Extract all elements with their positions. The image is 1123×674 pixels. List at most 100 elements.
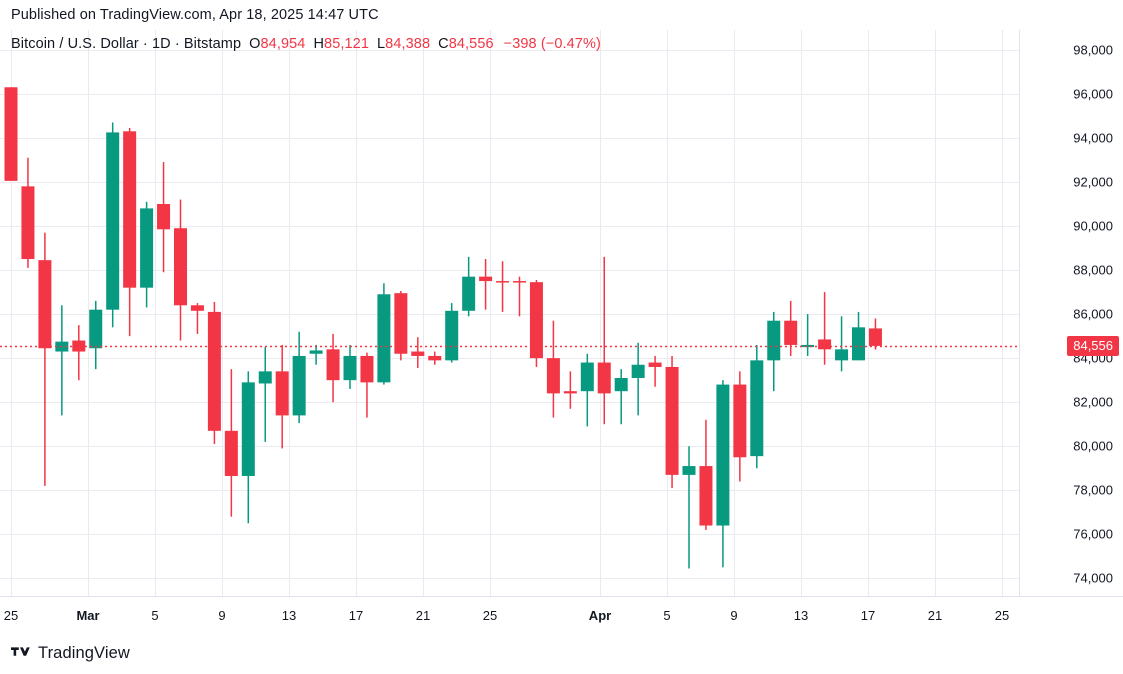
candle (21, 157, 35, 268)
candle-body (462, 276, 476, 311)
candle (428, 351, 442, 365)
candle (479, 259, 493, 310)
candle-body (665, 366, 679, 475)
candle (767, 311, 781, 392)
time-tick-label: 13 (281, 608, 297, 623)
candle (106, 122, 120, 328)
candle-body (868, 328, 882, 346)
candle-body (597, 362, 611, 394)
candle-body (275, 371, 289, 416)
candle (72, 325, 86, 381)
candle (631, 342, 645, 416)
candle (784, 300, 798, 356)
candle-body (394, 293, 408, 354)
price-tick-label: 94,000 (1073, 130, 1113, 146)
price-tick-label: 98,000 (1073, 42, 1113, 58)
candle-body (72, 340, 86, 352)
candle-body (631, 364, 645, 378)
candle (801, 314, 815, 356)
candle-body (190, 305, 204, 311)
legend-low: L84,388 (377, 36, 430, 52)
candle (343, 344, 357, 389)
candle-wick (366, 352, 368, 418)
price-tick-label: 96,000 (1073, 86, 1113, 102)
candle (563, 371, 577, 409)
candle-body (428, 355, 442, 361)
legend-close-value: 84,556 (448, 36, 494, 52)
candle-wick (603, 256, 605, 425)
price-tick-label: 80,000 (1073, 438, 1113, 454)
candle (733, 371, 747, 482)
legend-high: H85,121 (313, 36, 369, 52)
chart-footer: TradingView (0, 632, 1123, 674)
published-text: Published on TradingView.com, Apr 18, 20… (11, 7, 379, 23)
candle (496, 261, 510, 312)
price-tick-label: 92,000 (1073, 174, 1113, 190)
candle (157, 162, 171, 273)
candle-wick (637, 342, 639, 416)
time-tick-label: 5 (663, 608, 671, 623)
candle-body (445, 310, 459, 361)
candle-body (411, 351, 425, 356)
candle-body (835, 349, 849, 361)
candle-wick (806, 314, 809, 356)
time-tick-label: 17 (348, 608, 364, 623)
time-tick-label: Apr (588, 608, 612, 623)
candle-body (818, 339, 832, 350)
candlestick-series (0, 87, 1019, 569)
time-tick-label: Mar (76, 608, 100, 623)
candle (38, 232, 52, 486)
candle-body (309, 350, 323, 354)
candle-body (157, 203, 171, 230)
candle (750, 344, 764, 469)
candle-body (580, 362, 594, 392)
published-banner: Published on TradingView.com, Apr 18, 20… (0, 0, 1123, 30)
price-tick-label: 74,000 (1073, 570, 1113, 586)
chart-legend: Bitcoin / U.S. Dollar · 1D · Bitstamp O8… (11, 36, 601, 52)
price-tick-label: 78,000 (1073, 482, 1113, 498)
candle-body (614, 377, 628, 392)
time-scale[interactable]: 25 Mar 5 9 13 17 21 25 Apr 5 9 13 17 21 25 (0, 596, 1123, 632)
candle-body (258, 371, 272, 384)
candle (818, 292, 832, 365)
candle-body (207, 311, 221, 431)
legend-change: −398 (−0.47%) (503, 36, 601, 52)
time-tick-label: 13 (793, 608, 809, 623)
candle-body (241, 382, 255, 476)
chart-plot-area[interactable] (0, 30, 1019, 596)
candle-body (648, 362, 662, 367)
legend-close: C84,556 (438, 36, 494, 52)
candle-body (852, 327, 865, 361)
candle (258, 347, 272, 442)
time-tick-label: 25 (3, 608, 19, 623)
candle (241, 371, 255, 524)
candle-wick (688, 446, 690, 569)
candle (462, 256, 476, 317)
candle-body (546, 358, 560, 394)
candle-body (360, 355, 374, 383)
candle-body (123, 131, 137, 288)
candle (716, 380, 730, 568)
candle-body (326, 349, 340, 381)
candle (665, 355, 679, 489)
candle (835, 316, 849, 372)
candle-body (106, 132, 120, 310)
candle-body (292, 355, 306, 416)
candle (445, 303, 459, 363)
tradingview-wordmark: TradingView (38, 643, 130, 662)
candle (309, 344, 323, 365)
candle-wick (823, 292, 826, 365)
candle-body (21, 186, 35, 260)
candle (360, 352, 374, 418)
price-scale[interactable]: 98,000 96,000 94,000 92,000 90,000 88,000 86,0… (1019, 30, 1123, 596)
candle (89, 300, 103, 370)
tradingview-logo-icon (11, 646, 30, 656)
time-tick-label: 9 (218, 608, 226, 623)
candle (394, 290, 408, 361)
candle (682, 446, 696, 569)
candle-wick (264, 347, 266, 442)
legend-open: O84,954 (249, 36, 305, 52)
price-tick-label: 90,000 (1073, 218, 1113, 234)
legend-symbol[interactable]: Bitcoin / U.S. Dollar · 1D · Bitstamp (11, 36, 242, 52)
time-tick-label: 21 (415, 608, 431, 623)
